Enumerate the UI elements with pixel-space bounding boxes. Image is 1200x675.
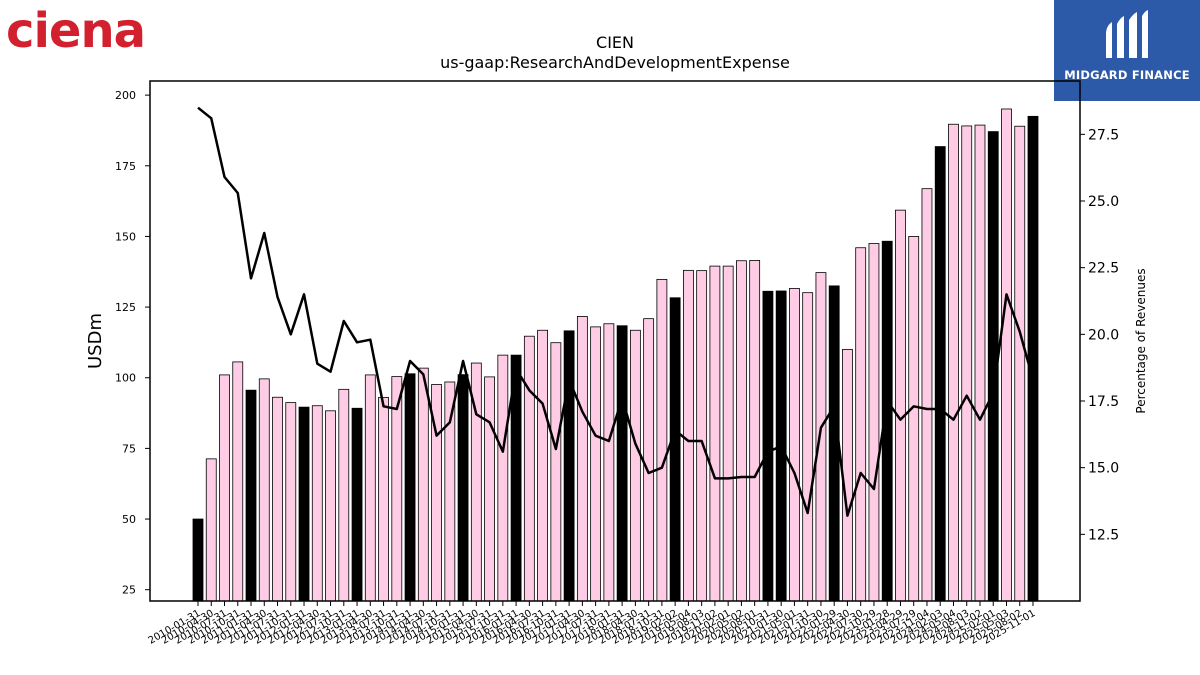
bar-2019-11-02	[709, 265, 721, 602]
bar-2017-10-31	[603, 323, 615, 602]
midgard-finance-logo: MIDGARD FINANCE	[1054, 0, 1200, 101]
y2-tick-label: 12.5	[1088, 527, 1119, 543]
bar-2018-07-31	[643, 318, 655, 602]
svg-text:ciena: ciena	[6, 3, 145, 58]
bar-2024-05-04	[948, 123, 959, 602]
bar-2022-07-30	[855, 247, 867, 602]
bar-2012-04-30	[311, 405, 323, 602]
bar-2011-07-31	[272, 396, 283, 602]
bar-2017-04-30	[576, 316, 588, 602]
ciena-logo: ciena	[6, 3, 146, 58]
y-tick-label: 25	[122, 584, 136, 597]
bar-2023-07-29	[908, 236, 920, 602]
y-tick-label: 100	[115, 372, 136, 385]
bar-2025-11-01	[1027, 115, 1039, 602]
y2-tick-label: 25.0	[1088, 194, 1119, 210]
chart-subtitle: us-gaap:ResearchAndDevelopmentExpense	[440, 53, 790, 72]
y2-tick-label: 27.5	[1088, 127, 1119, 143]
bar-2017-07-31	[590, 326, 602, 602]
bar-2025-08-02	[1014, 125, 1026, 602]
midgard-finance-label: MIDGARD FINANCE	[1064, 68, 1190, 82]
bar-2018-10-31	[656, 278, 668, 602]
bar-2010-01-31	[192, 518, 204, 602]
y2-tick-label: 22.5	[1088, 261, 1119, 277]
bar-2020-10-31	[762, 290, 774, 602]
bar-2020-02-01	[722, 265, 734, 602]
y2-tick-label: 17.5	[1088, 394, 1119, 410]
bar-2019-02-02	[669, 297, 681, 602]
bar-2012-07-31	[325, 410, 336, 602]
bar-2024-02-03	[934, 146, 946, 602]
bar-2023-11-04	[921, 188, 933, 602]
bar-2015-07-31	[484, 376, 495, 602]
bar-2016-04-30	[523, 335, 535, 602]
y-tick-label: 175	[115, 160, 136, 173]
bar-2023-04-29	[895, 209, 906, 602]
y2-tick-label: 15.0	[1088, 461, 1119, 477]
pct-line-series	[197, 106, 1035, 517]
bar-2018-01-31	[616, 325, 628, 602]
bar-2014-04-30	[417, 367, 429, 602]
y-axis-label: USDm	[85, 313, 106, 369]
bar-2013-01-31	[351, 407, 363, 602]
y-tick-label: 150	[115, 230, 136, 243]
bar-2021-07-31	[802, 292, 814, 602]
bar-2012-10-31	[338, 388, 350, 602]
bar-2014-10-31	[444, 381, 456, 602]
bar-2022-04-30	[842, 349, 853, 602]
bar-2013-10-31	[391, 376, 403, 602]
y-tick-label: 125	[115, 301, 136, 314]
bar-2022-10-29	[868, 243, 880, 602]
bar-2017-01-31	[563, 330, 575, 602]
bar-2014-01-31	[404, 373, 416, 602]
bar-2015-01-31	[457, 374, 469, 602]
bar-2020-05-02	[736, 260, 747, 602]
y-tick-label: 200	[115, 89, 136, 102]
chart-title: CIEN	[596, 33, 634, 52]
bar-2024-11-02	[974, 124, 986, 602]
y-tick-label: 75	[122, 442, 136, 455]
y-axis-left: 25 50 75 100 125 150 175 200	[115, 89, 150, 597]
bar-2011-04-30	[258, 378, 270, 602]
bar-2019-05-04	[683, 269, 694, 602]
bar-2019-08-03	[696, 270, 708, 602]
y2-tick-label: 20.0	[1088, 327, 1119, 343]
bar-2013-07-31	[378, 397, 389, 602]
y-tick-label: 50	[122, 513, 136, 526]
bar-2016-07-31	[537, 329, 548, 602]
bar-2011-10-31	[285, 402, 297, 602]
bar-2010-04-30	[205, 458, 217, 602]
bar-2013-04-30	[364, 374, 376, 602]
y-axis-right: 12.5 15.0 17.5 20.0 22.5 25.0 27.5	[1080, 127, 1119, 543]
bar-2015-10-31	[497, 354, 509, 602]
bar-2021-10-30	[815, 272, 827, 602]
pct-of-revenues-line	[197, 106, 1035, 517]
bar-2018-04-30	[629, 329, 641, 602]
bar-2025-05-03	[1001, 108, 1012, 602]
x-axis: 2010-01-312010-04-302010-07-312010-10-31…	[147, 601, 1038, 647]
bar-2020-08-01	[749, 260, 761, 602]
plot-frame	[149, 80, 1081, 602]
bar-2010-07-31	[219, 374, 230, 602]
bar-2010-10-31	[232, 361, 244, 602]
midgard-mark-icon	[1106, 10, 1148, 58]
bar-2021-05-01	[789, 288, 800, 602]
bar-series	[192, 108, 1039, 602]
bar-2024-08-03	[961, 125, 973, 602]
bar-2016-10-31	[550, 342, 562, 602]
bar-2011-01-31	[245, 389, 257, 602]
bar-2012-01-31	[298, 406, 310, 602]
y2-axis-label: Percentage of Revenues	[1134, 268, 1148, 413]
